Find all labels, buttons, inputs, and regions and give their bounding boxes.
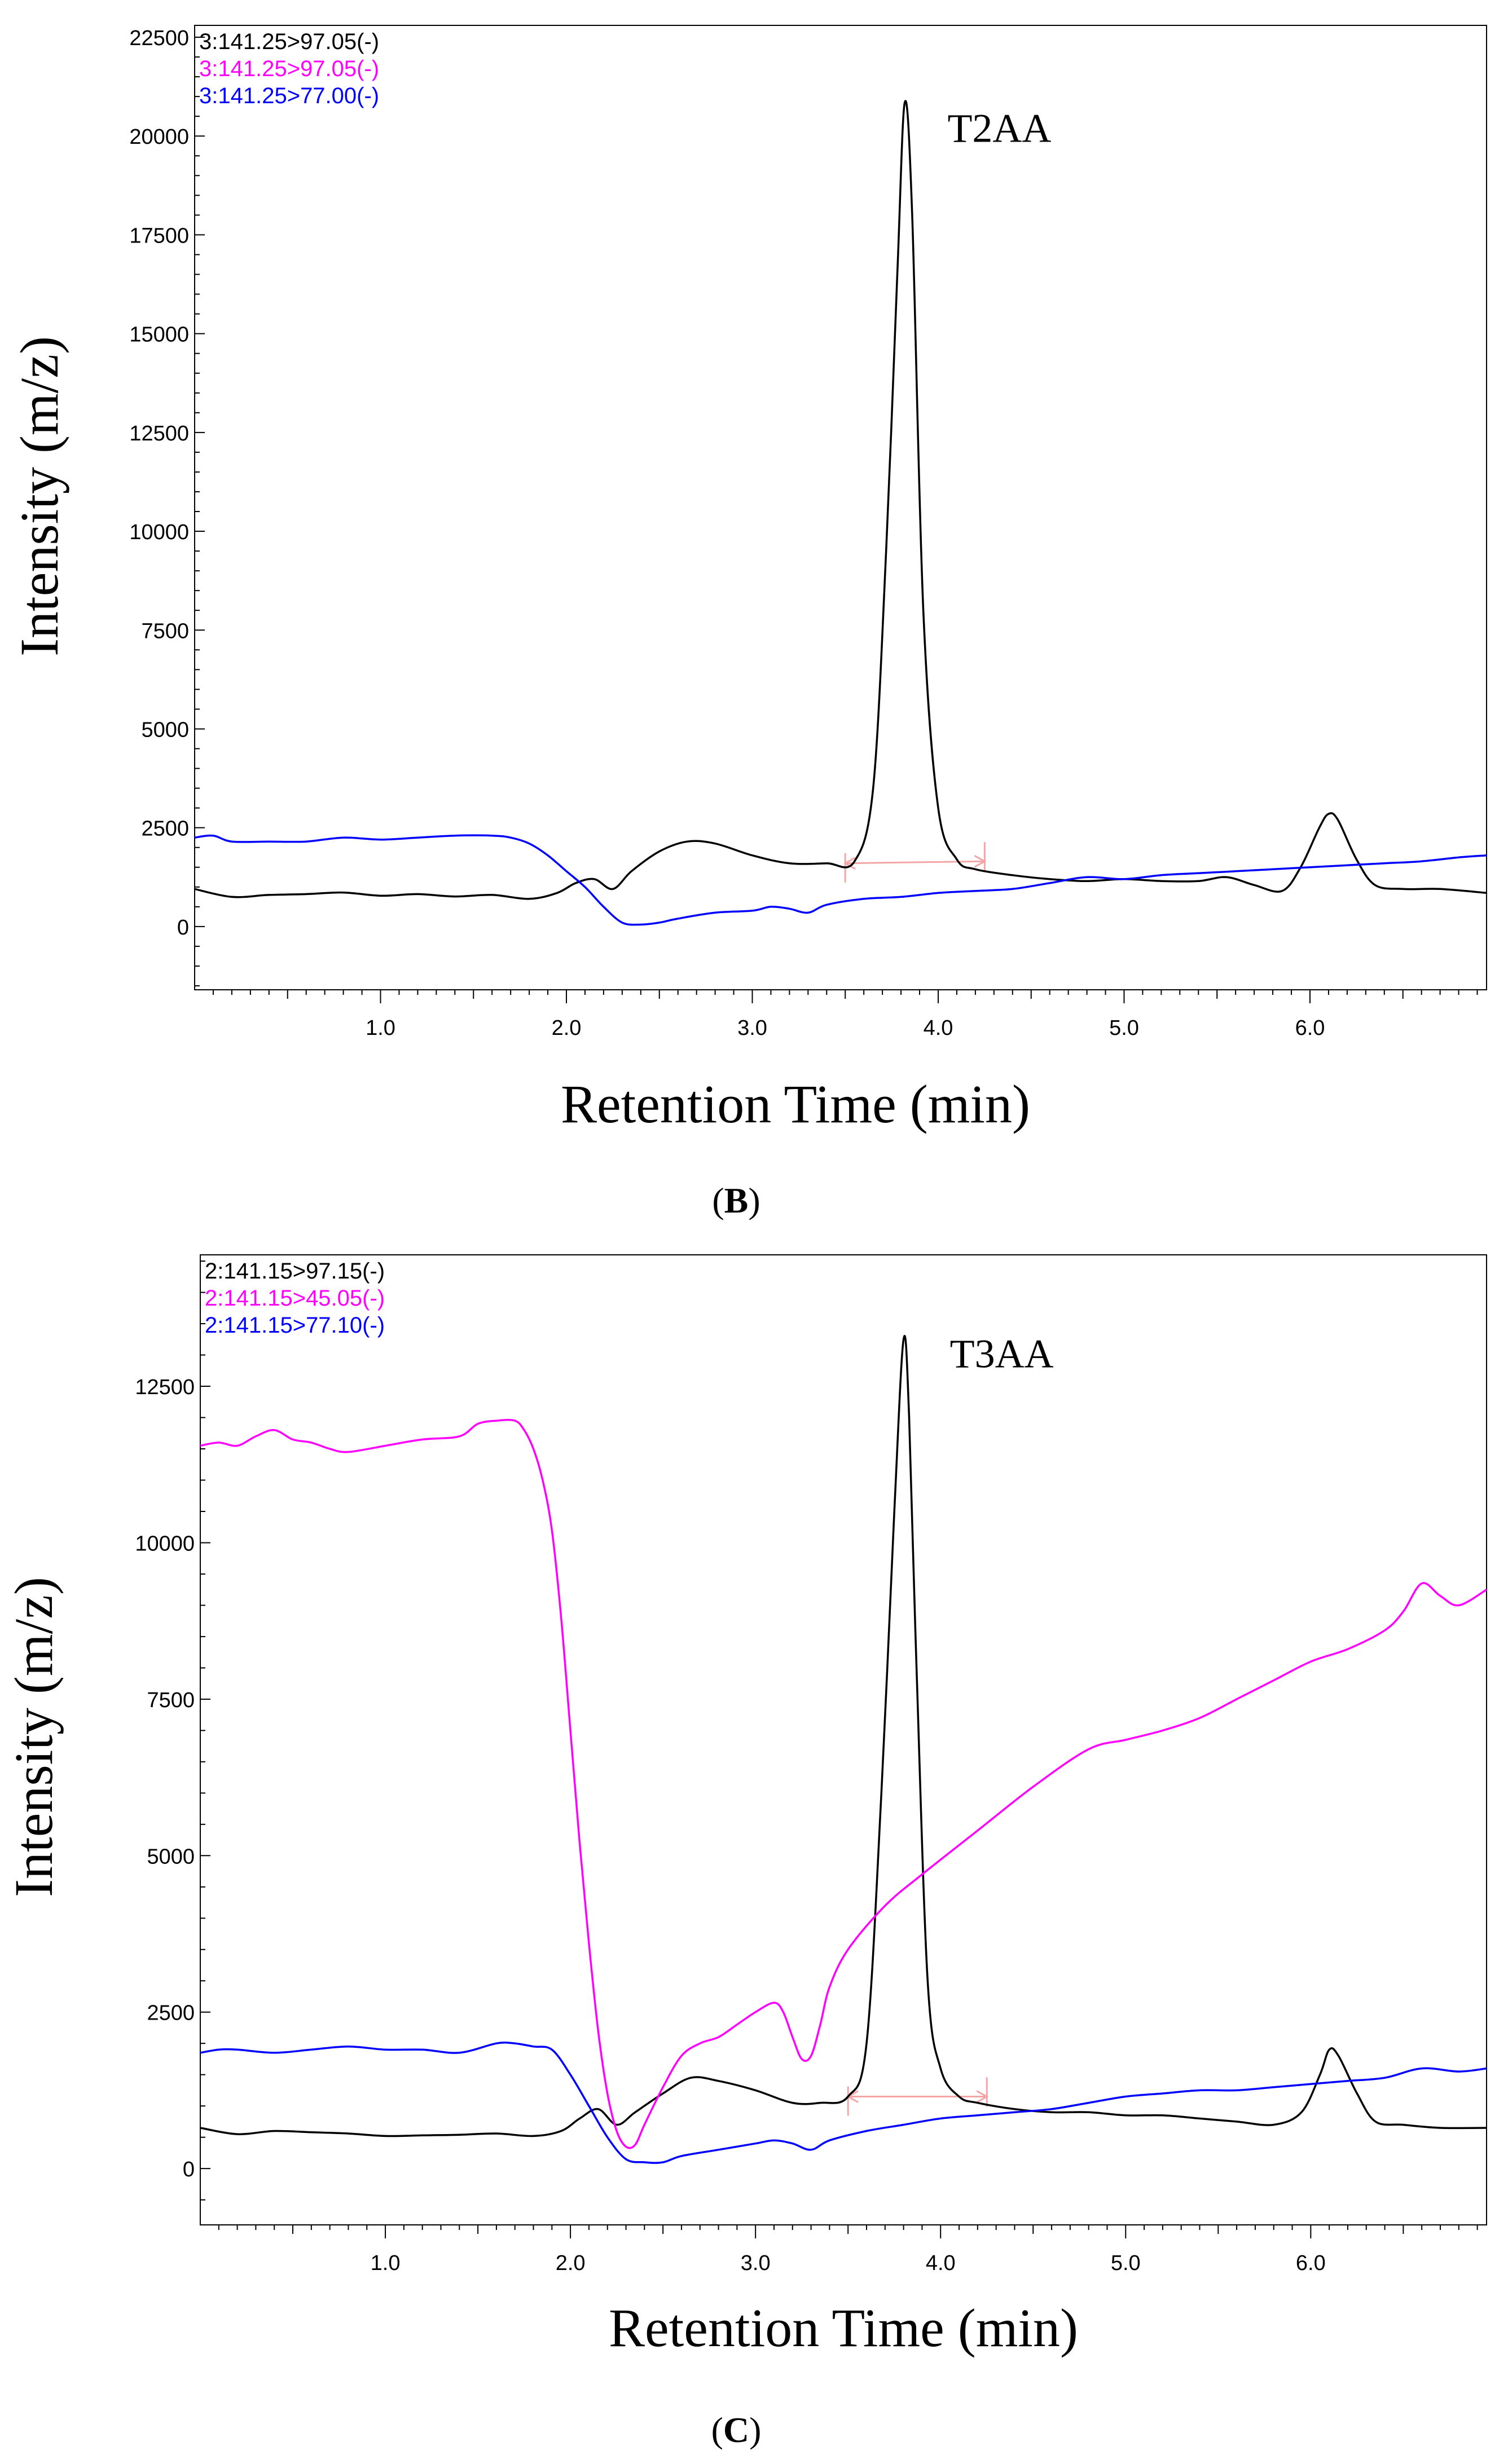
y-tick-label: 10000 bbox=[135, 1532, 195, 1555]
plot-frame-c bbox=[200, 1254, 1487, 2225]
peak-label-t3aa: T3AA bbox=[950, 1332, 1054, 1377]
y-tick-label: 12500 bbox=[129, 422, 189, 446]
series-line-2:141.15>77.10(-) bbox=[200, 2041, 1487, 2164]
y-axis-title-b: Intensity (m/z) bbox=[9, 336, 69, 656]
series-group-c bbox=[200, 1334, 1487, 2164]
legend-entry: 2:141.15>97.15(-) bbox=[205, 1259, 385, 1284]
x-tick-label: 4.0 bbox=[926, 2251, 956, 2275]
y-tick-label: 15000 bbox=[129, 323, 189, 347]
y-tick-label: 20000 bbox=[129, 125, 189, 149]
integration-arrow-right bbox=[976, 2090, 989, 2103]
series-line-2:141.15>45.05(-) bbox=[200, 1418, 1487, 2149]
x-tick-label: 4.0 bbox=[924, 1016, 953, 1040]
y-tick-label: 7500 bbox=[141, 619, 189, 643]
series-line-3:141.25>77.00(-) bbox=[194, 834, 1487, 926]
y-tick-label: 0 bbox=[183, 2158, 195, 2181]
y-tick-label: 5000 bbox=[141, 718, 189, 742]
tick-group-c: 12500 10000 7500 5000 2500 0 1.0 2.0 3.0 4.0 5.0 6.… bbox=[135, 1260, 1478, 2275]
y-tick-label: 5000 bbox=[147, 1845, 195, 1868]
x-tick-label: 1.0 bbox=[366, 1016, 395, 1040]
panel-letter-c: C bbox=[723, 2410, 749, 2450]
series-line-3:141.25>97.05(-) bbox=[194, 100, 1487, 900]
series-group-b bbox=[194, 100, 1487, 926]
series-line-2:141.15>97.15(-) bbox=[200, 1334, 1487, 2137]
x-tick-label: 1.0 bbox=[371, 2251, 401, 2275]
legend-entry: 3:141.25>97.05(-) bbox=[199, 29, 379, 54]
panel-letter-b: B bbox=[724, 1180, 749, 1220]
y-axis-title-c: Intensity (m/z) bbox=[3, 1577, 64, 1897]
y-tick-label: 22500 bbox=[129, 27, 189, 50]
x-tick-label: 6.0 bbox=[1296, 2251, 1326, 2275]
integration-line bbox=[845, 860, 985, 865]
x-axis-title-c: Retention Time (min) bbox=[609, 2298, 1078, 2358]
integration-arrow-left bbox=[843, 857, 856, 870]
legend-b: 3:141.25>97.05(-)3:141.25>97.05(-)3:141.… bbox=[199, 29, 379, 108]
panel-label-b: (B) bbox=[712, 1180, 760, 1220]
legend-entry: 3:141.25>77.00(-) bbox=[199, 83, 379, 108]
y-tick-label: 10000 bbox=[129, 521, 189, 544]
x-tick-label: 5.0 bbox=[1111, 2251, 1141, 2275]
x-tick-label: 5.0 bbox=[1109, 1016, 1139, 1040]
legend-entry: 3:141.25>97.05(-) bbox=[199, 56, 379, 81]
integration-baseline-c bbox=[846, 2077, 989, 2116]
legend-entry: 2:141.15>45.05(-) bbox=[205, 1286, 385, 1311]
plot-frame-b bbox=[194, 25, 1487, 990]
y-tick-label: 0 bbox=[177, 916, 189, 940]
x-axis-title-b: Retention Time (min) bbox=[561, 1074, 1030, 1134]
y-tick-label: 17500 bbox=[129, 224, 189, 248]
legend-entry: 2:141.15>77.10(-) bbox=[205, 1313, 385, 1338]
y-tick-label: 12500 bbox=[135, 1376, 195, 1399]
x-tick-label: 2.0 bbox=[552, 1016, 582, 1040]
integration-baseline-b bbox=[843, 842, 987, 883]
chart-panel-b: 22500 20000 17500 15000 12500 10000 7500 5000 25… bbox=[9, 25, 1487, 1220]
y-tick-label: 2500 bbox=[141, 817, 189, 841]
integration-arrow-right bbox=[974, 854, 987, 868]
x-tick-label: 6.0 bbox=[1295, 1016, 1325, 1040]
y-tick-label: 2500 bbox=[147, 2002, 195, 2025]
x-tick-label: 3.0 bbox=[737, 1016, 767, 1040]
y-tick-label: 7500 bbox=[147, 1689, 195, 1712]
x-tick-label: 2.0 bbox=[556, 2251, 586, 2275]
tick-group-b: 22500 20000 17500 15000 12500 10000 7500 5000 25… bbox=[129, 27, 1478, 1040]
x-tick-label: 3.0 bbox=[741, 2251, 771, 2275]
panel-label-c: (C) bbox=[711, 2410, 762, 2450]
peak-label-t2aa: T2AA bbox=[947, 106, 1051, 151]
chart-panel-c: 12500 10000 7500 5000 2500 0 1.0 2.0 3.0 4.0 5.0 6.… bbox=[3, 1254, 1487, 2450]
legend-c: 2:141.15>97.15(-)2:141.15>45.05(-)2:141.… bbox=[205, 1259, 385, 1338]
